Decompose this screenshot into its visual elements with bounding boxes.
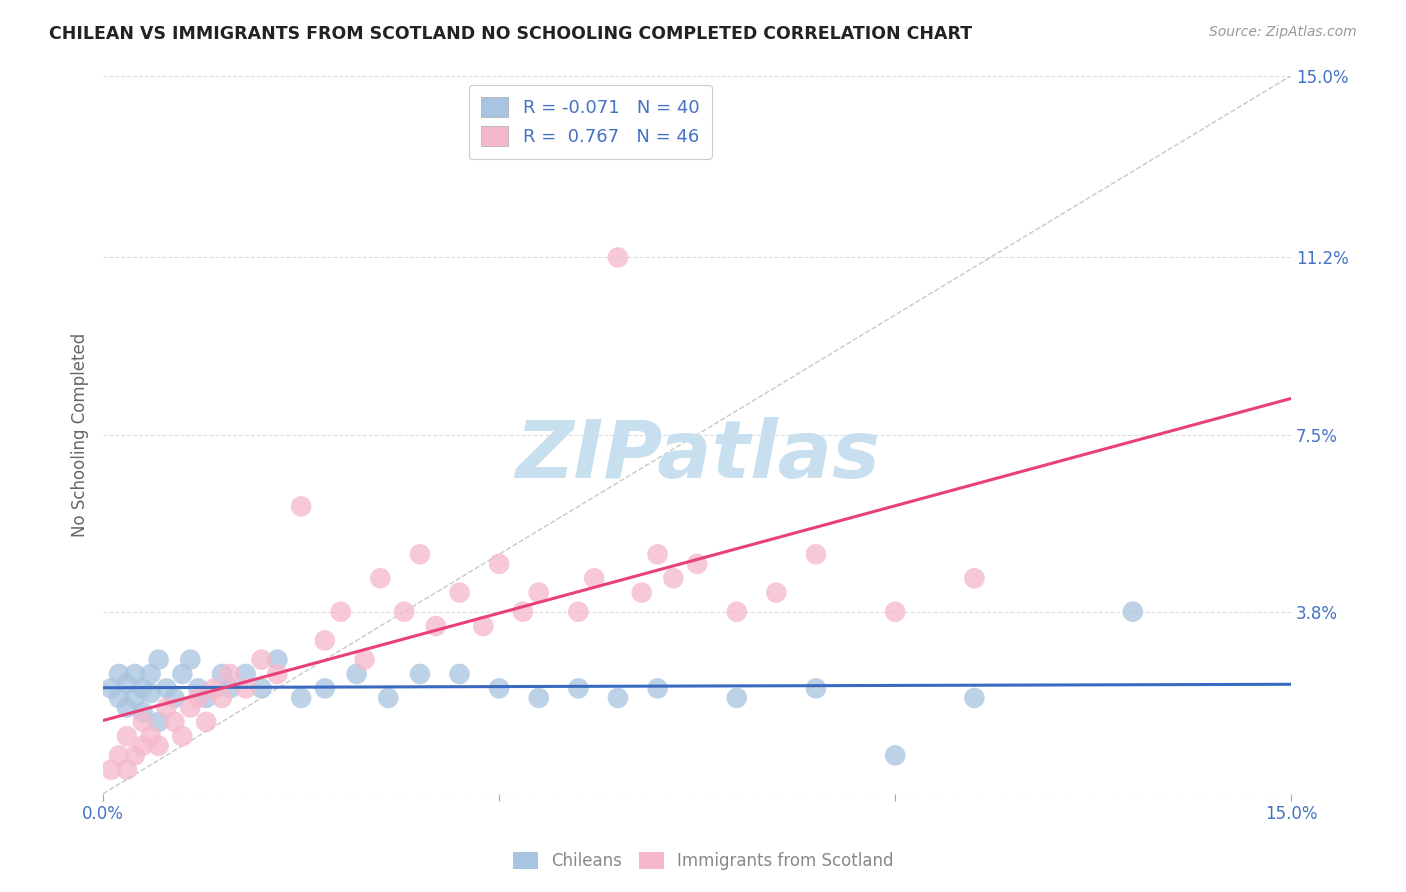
Point xyxy=(607,690,630,705)
Point xyxy=(100,681,122,696)
Point xyxy=(449,667,471,681)
Point xyxy=(765,585,787,599)
Point xyxy=(266,667,288,681)
Point xyxy=(132,714,155,729)
Point xyxy=(163,690,186,705)
Point xyxy=(377,690,399,705)
Point xyxy=(211,690,233,705)
Point xyxy=(148,739,170,753)
Point xyxy=(235,667,257,681)
Point xyxy=(108,667,131,681)
Point xyxy=(392,605,415,619)
Point xyxy=(179,652,201,666)
Point xyxy=(290,500,312,514)
Point xyxy=(187,690,209,705)
Point xyxy=(132,681,155,696)
Point xyxy=(567,681,589,696)
Point xyxy=(449,585,471,599)
Point xyxy=(195,690,218,705)
Point xyxy=(488,681,510,696)
Point xyxy=(202,681,225,696)
Point xyxy=(472,619,495,633)
Point xyxy=(370,571,392,585)
Point xyxy=(314,681,336,696)
Point xyxy=(804,681,827,696)
Point xyxy=(512,605,534,619)
Point xyxy=(647,547,669,561)
Point xyxy=(662,571,685,585)
Point xyxy=(139,667,162,681)
Point xyxy=(108,690,131,705)
Point xyxy=(1122,605,1144,619)
Text: CHILEAN VS IMMIGRANTS FROM SCOTLAND NO SCHOOLING COMPLETED CORRELATION CHART: CHILEAN VS IMMIGRANTS FROM SCOTLAND NO S… xyxy=(49,25,973,43)
Point xyxy=(250,652,273,666)
Point xyxy=(108,748,131,763)
Point xyxy=(132,739,155,753)
Point xyxy=(725,690,748,705)
Point xyxy=(139,729,162,743)
Point xyxy=(100,763,122,777)
Point xyxy=(155,700,177,714)
Point xyxy=(250,681,273,696)
Point xyxy=(963,571,986,585)
Point xyxy=(527,585,550,599)
Point xyxy=(686,557,709,571)
Point xyxy=(218,667,240,681)
Point xyxy=(132,706,155,720)
Point xyxy=(290,690,312,705)
Point xyxy=(884,605,907,619)
Point xyxy=(139,686,162,700)
Point xyxy=(148,714,170,729)
Point xyxy=(211,667,233,681)
Legend: Chileans, Immigrants from Scotland: Chileans, Immigrants from Scotland xyxy=(506,845,900,877)
Point xyxy=(346,667,368,681)
Point xyxy=(124,748,146,763)
Text: Source: ZipAtlas.com: Source: ZipAtlas.com xyxy=(1209,25,1357,39)
Point xyxy=(115,729,138,743)
Point xyxy=(884,748,907,763)
Point xyxy=(409,547,432,561)
Point xyxy=(804,547,827,561)
Point xyxy=(425,619,447,633)
Point xyxy=(647,681,669,696)
Point xyxy=(218,681,240,696)
Point xyxy=(124,690,146,705)
Point xyxy=(488,557,510,571)
Point xyxy=(583,571,606,585)
Point xyxy=(187,681,209,696)
Point xyxy=(163,714,186,729)
Point xyxy=(725,605,748,619)
Point xyxy=(567,605,589,619)
Legend: R = -0.071   N = 40, R =  0.767   N = 46: R = -0.071 N = 40, R = 0.767 N = 46 xyxy=(468,85,711,159)
Point xyxy=(155,681,177,696)
Y-axis label: No Schooling Completed: No Schooling Completed xyxy=(72,333,89,537)
Point xyxy=(266,652,288,666)
Point xyxy=(409,667,432,681)
Point xyxy=(115,676,138,690)
Point xyxy=(607,251,630,265)
Point xyxy=(329,605,352,619)
Point xyxy=(172,667,194,681)
Point xyxy=(963,690,986,705)
Point xyxy=(124,667,146,681)
Point xyxy=(527,690,550,705)
Point xyxy=(115,700,138,714)
Point xyxy=(314,633,336,648)
Point xyxy=(148,652,170,666)
Point xyxy=(630,585,652,599)
Point xyxy=(179,700,201,714)
Point xyxy=(115,763,138,777)
Text: ZIPatlas: ZIPatlas xyxy=(515,417,880,495)
Point xyxy=(172,729,194,743)
Point xyxy=(195,714,218,729)
Point xyxy=(353,652,375,666)
Point xyxy=(235,681,257,696)
